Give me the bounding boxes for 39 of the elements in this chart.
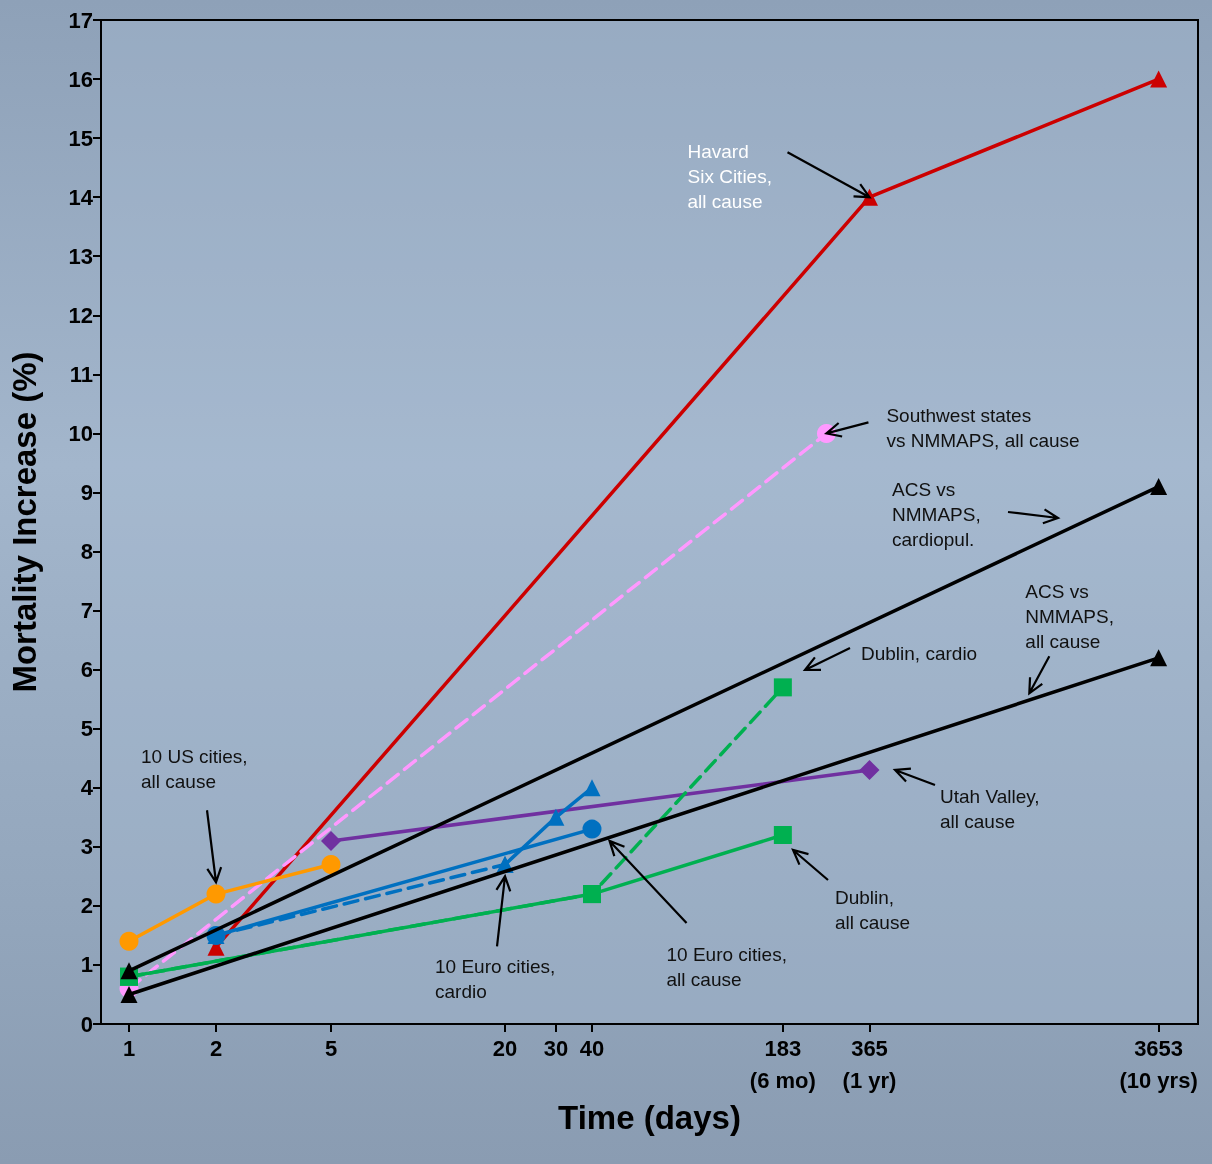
x-axis-title: Time (days) <box>558 1098 741 1136</box>
y-tick-label: 5 <box>80 716 93 742</box>
x-tick-label: 3653 (10 yrs) <box>1119 1035 1198 1093</box>
annotation: 10 Euro cities, cardio <box>435 955 556 1005</box>
annotation: Dublin, cardio <box>861 642 978 666</box>
x-tick-label: 2 <box>209 1035 223 1061</box>
annotation: Utah Valley, all cause <box>940 785 1040 834</box>
annotation: ACS vs NMMAPS, all cause <box>1025 580 1114 655</box>
y-tick-label: 16 <box>68 66 93 92</box>
y-tick-label: 2 <box>80 893 93 919</box>
y-tick-label: 12 <box>68 302 93 328</box>
annotation: Havard Six Cities, all cause <box>687 140 772 215</box>
y-tick-label: 6 <box>80 657 93 683</box>
y-tick-label: 14 <box>68 184 94 210</box>
x-tick-label: 20 <box>492 1035 518 1061</box>
y-axis-title: Mortality Increase (%) <box>6 351 43 693</box>
x-tick-label: 1 <box>122 1035 136 1061</box>
y-tick-label: 3 <box>80 834 93 860</box>
y-tick-label: 15 <box>68 125 93 151</box>
y-tick-label: 4 <box>80 775 94 801</box>
annotation: 10 US cities, all cause <box>141 745 248 795</box>
y-tick-label: 10 <box>68 420 93 446</box>
y-tick-label: 17 <box>68 7 93 33</box>
x-tick-label: 183 (6 mo) <box>749 1035 816 1093</box>
y-tick-label: 7 <box>80 598 93 624</box>
x-tick-label: 40 <box>579 1035 605 1061</box>
y-tick-label: 11 <box>69 361 93 387</box>
annotation: Southwest states vs NMMAPS, all cause <box>886 404 1080 454</box>
y-tick-label: 9 <box>80 479 93 505</box>
y-tick-label: 0 <box>80 1011 93 1037</box>
x-tick-label: 5 <box>324 1035 338 1061</box>
y-tick-label: 13 <box>68 243 93 269</box>
x-tick-label: 365 (1 yr) <box>842 1035 897 1093</box>
annotation: 10 Euro cities, all cause <box>666 942 787 992</box>
y-tick-label: 8 <box>80 539 93 565</box>
y-tick-label: 1 <box>80 952 93 978</box>
annotation: Dublin, all cause <box>835 886 910 935</box>
annotation: ACS vs NMMAPS, cardiopul. <box>892 478 981 552</box>
x-tick-label: 30 <box>543 1035 569 1061</box>
